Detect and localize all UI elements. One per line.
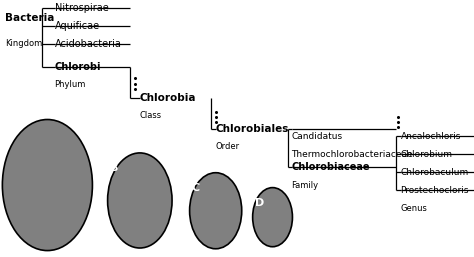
Text: Acidobacteria: Acidobacteria: [55, 39, 121, 49]
Text: Ancalochloris: Ancalochloris: [401, 132, 461, 141]
Text: D: D: [255, 198, 264, 208]
Ellipse shape: [190, 173, 242, 249]
Text: B: B: [110, 163, 118, 173]
Text: Candidatus: Candidatus: [292, 132, 343, 141]
Text: Kingdom: Kingdom: [5, 39, 42, 48]
Text: Chlorobiales: Chlorobiales: [216, 124, 289, 133]
Text: Aquificae: Aquificae: [55, 21, 100, 31]
Text: Chlorobiaceae: Chlorobiaceae: [292, 162, 370, 172]
Text: Phylum: Phylum: [55, 80, 86, 89]
Ellipse shape: [2, 120, 92, 251]
Text: C: C: [192, 183, 200, 193]
Text: Bacteria: Bacteria: [5, 13, 54, 23]
Text: Nitrospirae: Nitrospirae: [55, 3, 108, 13]
Text: Thermochlorobacteriaceae: Thermochlorobacteriaceae: [292, 150, 413, 159]
Text: A: A: [5, 130, 13, 140]
Ellipse shape: [253, 188, 292, 247]
Text: Chlorobium: Chlorobium: [401, 150, 453, 159]
Text: Chlorobaculum: Chlorobaculum: [401, 168, 469, 177]
Text: Order: Order: [216, 142, 240, 151]
Text: Genus: Genus: [401, 204, 428, 213]
Text: Class: Class: [140, 111, 162, 120]
Text: Chlorobi: Chlorobi: [55, 62, 101, 72]
Text: Chlorobia: Chlorobia: [140, 93, 196, 103]
Text: Family: Family: [292, 180, 319, 190]
Text: Prostechocloris: Prostechocloris: [401, 186, 469, 195]
Ellipse shape: [108, 153, 172, 248]
